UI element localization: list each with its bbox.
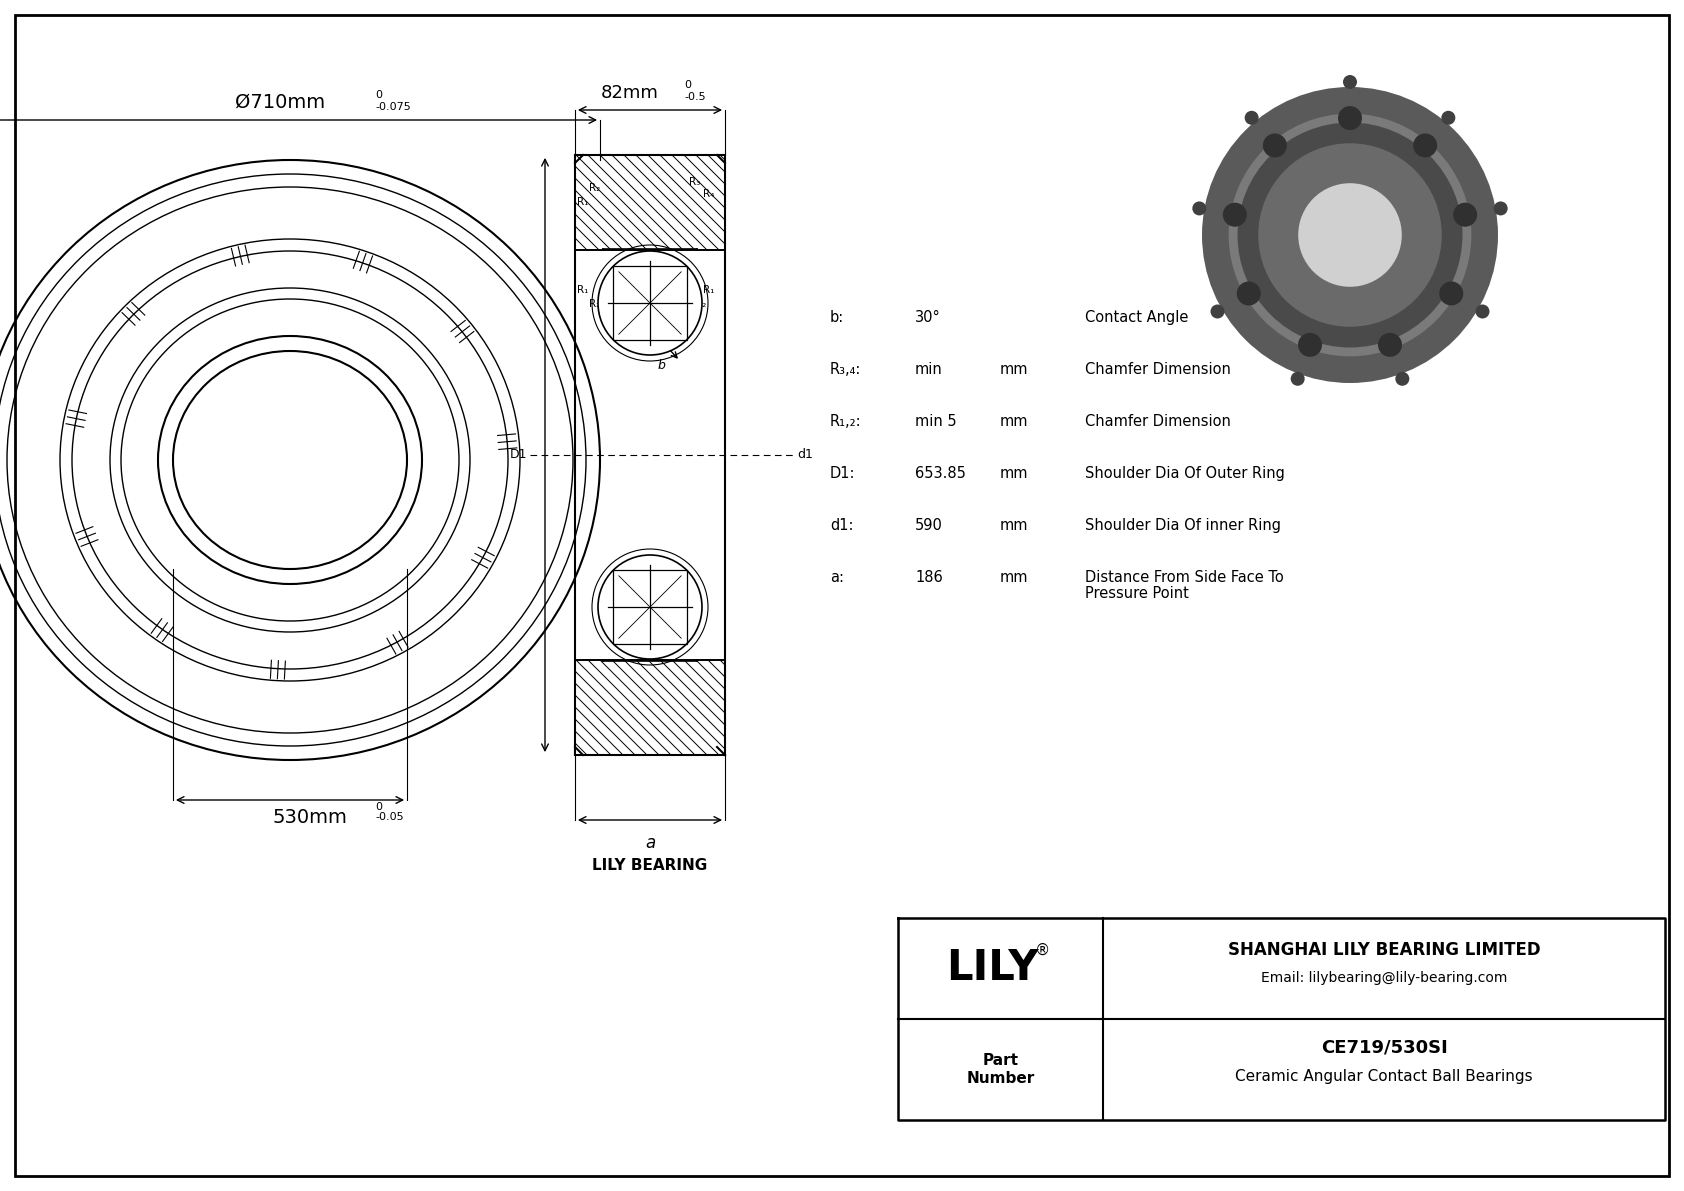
Text: CE719/530SI: CE719/530SI	[1320, 1039, 1447, 1056]
Circle shape	[1263, 133, 1287, 157]
Text: D1: D1	[510, 449, 527, 461]
Text: min: min	[914, 362, 943, 378]
Text: R₂: R₂	[589, 183, 600, 193]
Text: Ceramic Angular Contact Ball Bearings: Ceramic Angular Contact Ball Bearings	[1234, 1070, 1532, 1085]
Text: Chamfer Dimension: Chamfer Dimension	[1084, 362, 1231, 378]
Circle shape	[1494, 201, 1507, 216]
Text: Shoulder Dia Of Outer Ring: Shoulder Dia Of Outer Ring	[1084, 466, 1285, 481]
Text: mm: mm	[1000, 414, 1029, 429]
Circle shape	[1238, 123, 1462, 348]
Text: Part
Number: Part Number	[967, 1053, 1034, 1086]
Text: mm: mm	[1000, 570, 1029, 585]
Circle shape	[1344, 75, 1357, 89]
Bar	[613, 266, 687, 341]
Text: R₁: R₁	[702, 285, 714, 295]
Text: Distance From Side Face To: Distance From Side Face To	[1084, 570, 1283, 585]
Circle shape	[1442, 111, 1455, 125]
Circle shape	[1211, 305, 1224, 318]
Text: D1:: D1:	[830, 466, 855, 481]
Circle shape	[1298, 332, 1322, 357]
Text: LILY BEARING: LILY BEARING	[593, 858, 707, 873]
Circle shape	[1396, 372, 1410, 386]
Circle shape	[1413, 133, 1436, 157]
Circle shape	[598, 555, 702, 659]
Text: d1: d1	[797, 449, 813, 461]
Text: R₁,₂:: R₁,₂:	[830, 414, 862, 429]
Text: mm: mm	[1000, 466, 1029, 481]
Text: 590: 590	[914, 518, 943, 534]
Text: mm: mm	[1000, 518, 1029, 534]
Circle shape	[1236, 281, 1261, 305]
Text: LILY: LILY	[946, 948, 1039, 990]
Text: 82mm: 82mm	[601, 85, 658, 102]
Text: R₁: R₁	[578, 197, 588, 207]
Text: 0: 0	[376, 802, 382, 812]
Text: -0.05: -0.05	[376, 812, 404, 822]
Text: R₁: R₁	[578, 285, 588, 295]
Text: 186: 186	[914, 570, 943, 585]
Text: Chamfer Dimension: Chamfer Dimension	[1084, 414, 1231, 429]
Text: Ø710mm: Ø710mm	[236, 93, 325, 112]
Text: ®: ®	[1036, 943, 1051, 958]
Circle shape	[598, 251, 702, 355]
Circle shape	[1223, 202, 1246, 226]
Circle shape	[1229, 113, 1472, 356]
Bar	[613, 569, 687, 644]
Text: Email: lilybearing@lily-bearing.com: Email: lilybearing@lily-bearing.com	[1261, 971, 1507, 985]
Circle shape	[1244, 111, 1258, 125]
Text: 30°: 30°	[914, 310, 941, 325]
Text: R₃,₄:: R₃,₄:	[830, 362, 862, 378]
Text: Contact Angle: Contact Angle	[1084, 310, 1189, 325]
Text: d1:: d1:	[830, 518, 854, 534]
Circle shape	[1453, 202, 1477, 226]
Circle shape	[1202, 87, 1499, 384]
Text: Shoulder Dia Of inner Ring: Shoulder Dia Of inner Ring	[1084, 518, 1282, 534]
Circle shape	[1290, 372, 1305, 386]
Text: SHANGHAI LILY BEARING LIMITED: SHANGHAI LILY BEARING LIMITED	[1228, 941, 1541, 959]
Text: a: a	[645, 834, 655, 852]
Text: 530mm: 530mm	[273, 807, 347, 827]
Circle shape	[1298, 183, 1401, 287]
Text: b: b	[658, 358, 665, 372]
Text: b:: b:	[830, 310, 844, 325]
Text: Pressure Point: Pressure Point	[1084, 586, 1189, 601]
Text: R₂: R₂	[695, 299, 706, 308]
Text: -0.5: -0.5	[684, 92, 706, 102]
Circle shape	[1192, 201, 1206, 216]
Circle shape	[1475, 305, 1490, 318]
Circle shape	[1339, 106, 1362, 130]
Text: mm: mm	[1000, 362, 1029, 378]
Text: -0.075: -0.075	[376, 102, 411, 112]
Circle shape	[1440, 281, 1463, 305]
Circle shape	[1258, 143, 1442, 326]
Text: R₄: R₄	[702, 189, 714, 199]
Circle shape	[1378, 332, 1403, 357]
Text: 653.85: 653.85	[914, 466, 967, 481]
Text: 0: 0	[376, 91, 382, 100]
Text: 0: 0	[684, 80, 690, 91]
Text: R₂: R₂	[589, 299, 600, 308]
Text: min 5: min 5	[914, 414, 957, 429]
Text: a:: a:	[830, 570, 844, 585]
Text: R₃: R₃	[689, 177, 701, 187]
